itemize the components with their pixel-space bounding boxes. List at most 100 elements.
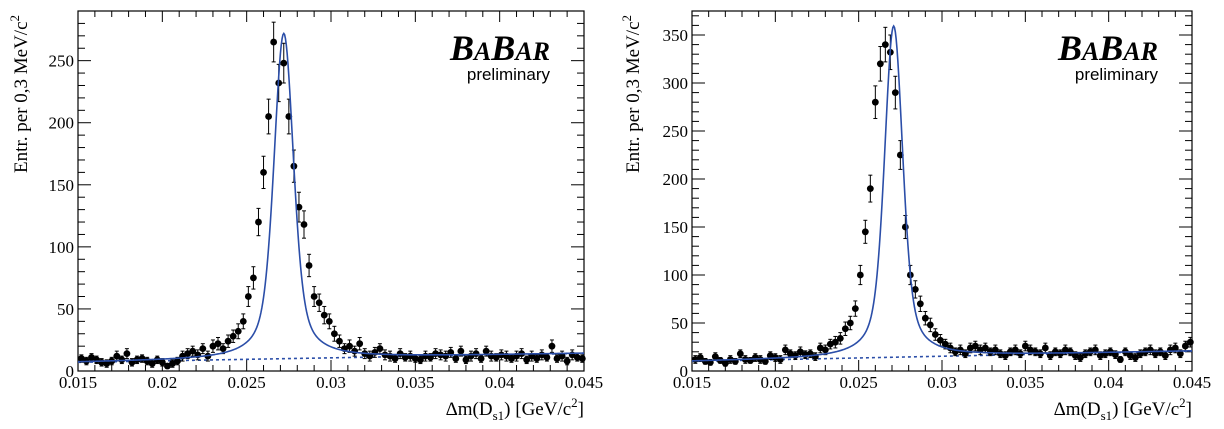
data-point bbox=[936, 336, 944, 344]
data-point bbox=[841, 325, 849, 333]
data-point bbox=[219, 345, 227, 353]
data-point bbox=[901, 223, 909, 231]
x-axis-title: Δm(Ds1) [GeV/c2] bbox=[446, 395, 584, 423]
data-point bbox=[103, 360, 111, 367]
data-point bbox=[310, 293, 318, 300]
data-point bbox=[558, 352, 566, 360]
data-point bbox=[356, 340, 364, 348]
data-point bbox=[916, 300, 924, 308]
data-point bbox=[991, 346, 999, 354]
data-point bbox=[457, 347, 465, 355]
babar-logo: BABAR bbox=[1057, 28, 1158, 68]
x-tick-label: 0.025 bbox=[228, 373, 266, 392]
data-point bbox=[543, 353, 551, 361]
data-point bbox=[523, 356, 531, 364]
data-point bbox=[821, 346, 829, 354]
data-point bbox=[452, 355, 460, 362]
data-point bbox=[270, 38, 278, 46]
y-tick-label: 350 bbox=[663, 26, 689, 45]
x-tick-label: 0.035 bbox=[396, 373, 434, 392]
data-point bbox=[391, 355, 399, 362]
data-point bbox=[941, 340, 949, 348]
y-tick-label: 200 bbox=[663, 170, 689, 189]
data-point bbox=[836, 334, 844, 342]
data-point bbox=[234, 327, 242, 335]
data-point bbox=[77, 355, 85, 362]
data-point bbox=[229, 332, 237, 340]
data-point bbox=[265, 113, 272, 120]
y-tick-label: 0 bbox=[66, 362, 75, 381]
data-point bbox=[462, 356, 470, 364]
data-point bbox=[796, 348, 804, 356]
data-point bbox=[1021, 342, 1029, 350]
data-point bbox=[921, 314, 929, 322]
data-point bbox=[1176, 350, 1184, 358]
data-point bbox=[926, 321, 934, 329]
data-point bbox=[1181, 342, 1189, 350]
data-point bbox=[1161, 352, 1169, 360]
data-point bbox=[891, 89, 899, 96]
data-point bbox=[696, 354, 704, 361]
data-point bbox=[492, 353, 500, 361]
data-point bbox=[578, 355, 586, 362]
data-point bbox=[330, 330, 338, 338]
data-point bbox=[846, 319, 854, 327]
data-point bbox=[1186, 338, 1194, 346]
data-point bbox=[239, 317, 247, 325]
y-tick-label: 250 bbox=[663, 122, 689, 141]
y-axis-title: Entr. per 0,3 MeV/c2 bbox=[7, 15, 32, 173]
data-point bbox=[1046, 352, 1054, 360]
data-point bbox=[1131, 354, 1139, 361]
x-tick-label: 0.035 bbox=[1006, 373, 1044, 392]
data-point bbox=[563, 357, 571, 365]
data-point bbox=[325, 317, 333, 325]
data-point bbox=[184, 350, 192, 358]
data-point bbox=[300, 221, 308, 228]
data-point bbox=[320, 311, 328, 319]
total-fit-curve bbox=[691, 24, 1193, 362]
y-tick-label: 150 bbox=[663, 218, 689, 237]
data-point bbox=[931, 331, 939, 338]
x-axis-title: Δm(Ds1) [GeV/c2] bbox=[1054, 395, 1192, 423]
data-point bbox=[736, 350, 744, 358]
x-tick-label: 0.02 bbox=[147, 373, 177, 392]
data-point bbox=[351, 347, 359, 355]
x-tick-label: 0.015 bbox=[673, 373, 711, 392]
data-point bbox=[761, 358, 769, 365]
y-tick-label: 100 bbox=[663, 266, 689, 285]
y-tick-label: 0 bbox=[680, 362, 689, 381]
data-point bbox=[224, 337, 232, 345]
data-point bbox=[781, 346, 789, 354]
data-point bbox=[533, 355, 541, 362]
data-point bbox=[861, 228, 869, 236]
data-point bbox=[711, 353, 719, 360]
data-point bbox=[295, 203, 303, 211]
data-point bbox=[189, 347, 197, 355]
data-point bbox=[1076, 354, 1084, 361]
data-point bbox=[1011, 346, 1019, 354]
data-point bbox=[508, 355, 515, 362]
x-tick-label: 0.015 bbox=[59, 373, 97, 392]
data-point bbox=[88, 353, 95, 361]
data-point bbox=[981, 344, 989, 352]
chart-left: 0.015 0.02 0.025 0.03 0.035 0.04 0.045 0 50 100 15… bbox=[7, 10, 603, 423]
data-point bbox=[1116, 356, 1124, 363]
data-point bbox=[280, 59, 288, 67]
data-point bbox=[315, 299, 323, 307]
x-tick-label: 0.045 bbox=[1173, 373, 1211, 392]
data-point bbox=[553, 355, 561, 362]
x-tick-label: 0.04 bbox=[485, 373, 515, 392]
data-point bbox=[866, 185, 874, 193]
y-tick-label: 250 bbox=[49, 52, 75, 71]
data-point bbox=[831, 338, 839, 346]
data-point bbox=[250, 274, 257, 282]
data-point bbox=[214, 340, 222, 348]
y-tick-label: 50 bbox=[671, 314, 688, 333]
data-point bbox=[255, 218, 262, 226]
data-point bbox=[346, 342, 353, 350]
data-point bbox=[336, 337, 343, 345]
data-point bbox=[482, 347, 490, 355]
total-fit-curve bbox=[77, 31, 585, 363]
data-point bbox=[376, 345, 384, 353]
